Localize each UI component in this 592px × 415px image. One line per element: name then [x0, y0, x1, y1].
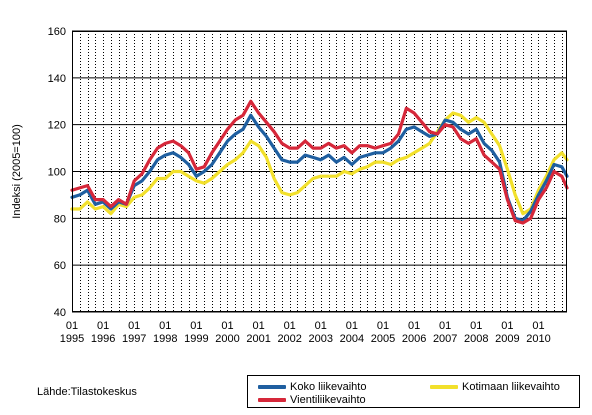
- y-axis: 40 60 80 100 120 140 160: [48, 26, 66, 319]
- x-tick-month: 01: [315, 320, 327, 332]
- grid: [72, 30, 567, 313]
- x-tick-year: 2001: [246, 333, 270, 345]
- y-tick-label: 80: [54, 213, 66, 225]
- x-tick-year: 2009: [495, 333, 519, 345]
- x-tick-month: 01: [97, 320, 109, 332]
- x-tick-month: 01: [501, 320, 513, 332]
- series-line-0: [70, 113, 569, 223]
- x-tick-year: 1999: [184, 333, 208, 345]
- source-label: Lähde:Tilastokeskus: [37, 386, 137, 398]
- y-tick-label: 40: [54, 307, 66, 319]
- series-line-1: [70, 111, 569, 216]
- x-tick-year: 2004: [340, 333, 364, 345]
- x-tick-month: 01: [470, 320, 482, 332]
- legend-label-kotimaan: Kotimaan liikevaihto: [462, 381, 560, 393]
- y-tick-label: 140: [48, 73, 66, 85]
- plot-frame: [72, 31, 567, 312]
- legend-item-koko: Koko liikevaihto: [258, 381, 366, 393]
- y-tick-label: 60: [54, 260, 66, 272]
- x-tick-month: 01: [252, 320, 264, 332]
- legend-item-kotimaan: Kotimaan liikevaihto: [430, 381, 560, 393]
- x-axis: 0119950119960119970119980119990120000120…: [60, 320, 551, 345]
- y-tick-label: 120: [48, 120, 66, 132]
- x-tick-year: 2007: [433, 333, 457, 345]
- legend-label-vienti: Vientiliikevaihto: [290, 394, 366, 406]
- x-tick-month: 01: [439, 320, 451, 332]
- y-axis-label: Indeksi (2005=100): [11, 124, 23, 218]
- y-tick-label: 100: [48, 167, 66, 179]
- x-tick-year: 1995: [60, 333, 84, 345]
- legend: Koko liikevaihto Kotimaan liikevaihto Vi…: [247, 375, 580, 408]
- x-tick-year: 2000: [215, 333, 239, 345]
- legend-item-vienti: Vientiliikevaihto: [258, 394, 366, 406]
- x-tick-year: 2010: [526, 333, 550, 345]
- x-tick-year: 1998: [153, 333, 177, 345]
- x-tick-year: 2002: [277, 333, 301, 345]
- x-tick-month: 01: [221, 320, 233, 332]
- legend-swatch-kotimaan: [430, 385, 458, 390]
- x-tick-year: 2006: [402, 333, 426, 345]
- series-lines: [70, 99, 569, 225]
- x-tick-month: 01: [284, 320, 296, 332]
- x-tick-month: 01: [159, 320, 171, 332]
- series-line-2: [70, 99, 569, 225]
- x-tick-month: 01: [377, 320, 389, 332]
- legend-swatch-koko: [258, 385, 286, 390]
- x-tick-month: 01: [346, 320, 358, 332]
- x-tick-month: 01: [128, 320, 140, 332]
- y-tick-label: 160: [48, 26, 66, 38]
- x-tick-year: 2008: [464, 333, 488, 345]
- x-tick-month: 01: [408, 320, 420, 332]
- x-tick-year: 1996: [91, 333, 115, 345]
- x-tick-year: 1997: [122, 333, 146, 345]
- x-tick-year: 2003: [309, 333, 333, 345]
- legend-swatch-vienti: [258, 398, 286, 403]
- x-tick-month: 01: [66, 320, 78, 332]
- x-tick-month: 01: [190, 320, 202, 332]
- legend-label-koko: Koko liikevaihto: [290, 381, 367, 393]
- x-tick-month: 01: [532, 320, 544, 332]
- x-tick-year: 2005: [371, 333, 395, 345]
